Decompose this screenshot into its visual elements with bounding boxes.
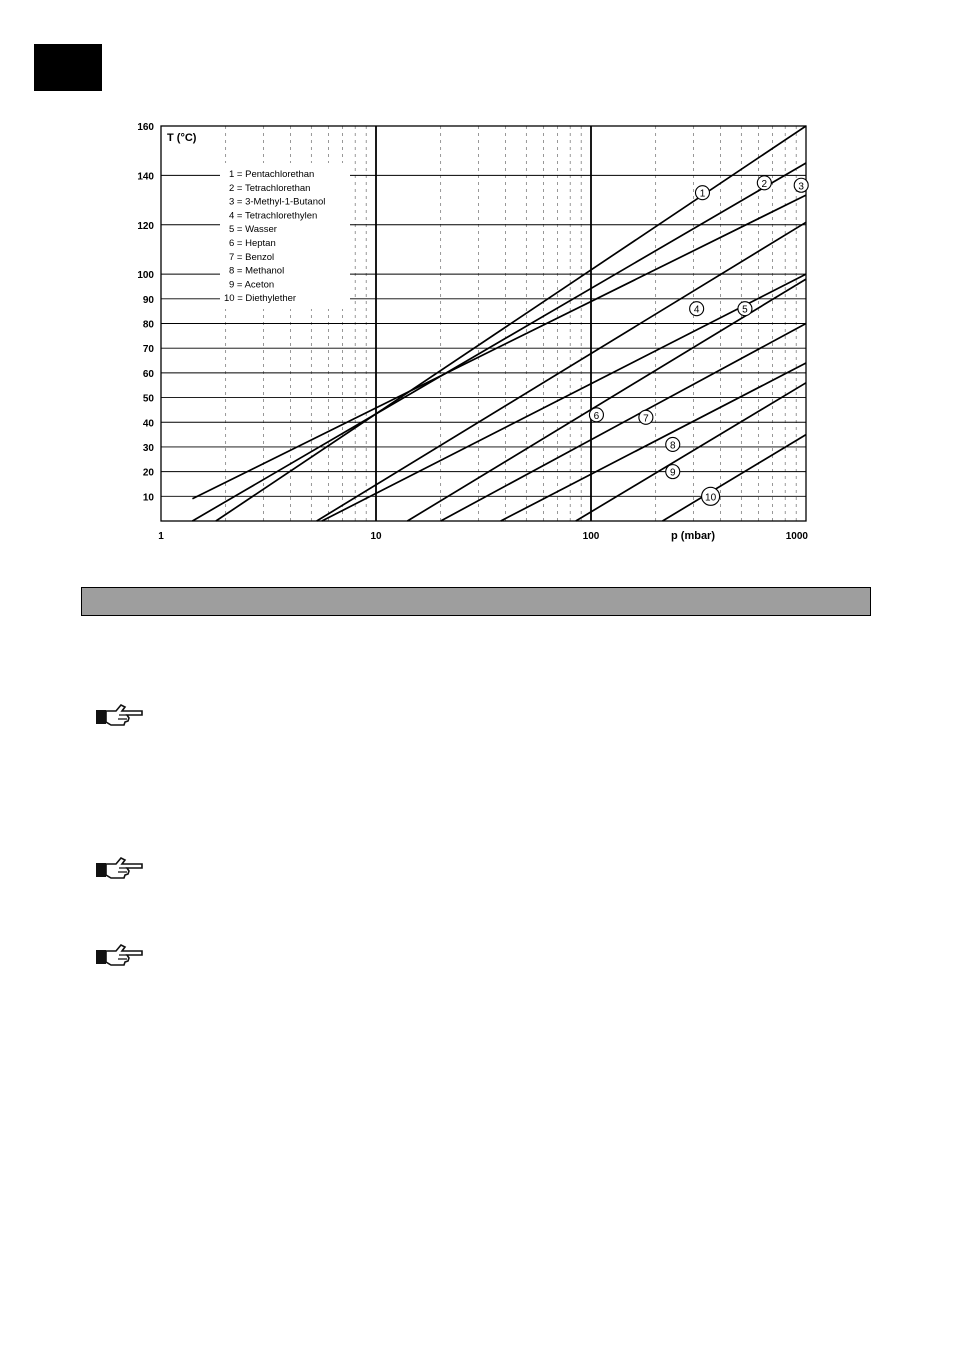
- y-tick-label: 30: [143, 443, 155, 454]
- curve-label-6: 6: [588, 407, 604, 423]
- curve-label-circle: [665, 464, 681, 480]
- pointing-hand-icon: [96, 857, 143, 879]
- curve-label-2: 2: [756, 175, 772, 191]
- curve-label-circle: [638, 409, 654, 425]
- curve-label-5: 5: [737, 301, 753, 317]
- curve-label-text: 2: [762, 179, 768, 190]
- curve-label-10: 10: [701, 486, 721, 506]
- series-line-10: [662, 433, 807, 522]
- section-heading-bar: [81, 587, 871, 616]
- x-tick-label: 1000: [786, 531, 809, 542]
- series-line-8: [500, 362, 807, 522]
- y-tick-label: 140: [137, 171, 154, 182]
- curve-label-circle: [588, 407, 604, 423]
- curve-label-circle: [793, 177, 809, 193]
- curve-label-1: 1: [694, 185, 711, 201]
- legend-entry: 3 = 3-Methyl-1-Butanol: [229, 197, 325, 208]
- series-line-3: [192, 194, 807, 500]
- legend-entry: 10 = Diethylether: [224, 293, 296, 304]
- curve-label-text: 7: [643, 413, 649, 424]
- y-tick-label: 40: [143, 418, 155, 429]
- curve-label-text: 10: [705, 492, 717, 503]
- curve-label-4: 4: [689, 301, 705, 317]
- legend-background: [220, 163, 350, 309]
- legend-entry: 5 = Wasser: [229, 224, 277, 235]
- series-line-2: [191, 162, 807, 522]
- y-tick-label: 10: [143, 492, 155, 503]
- y-tick-label: 160: [137, 122, 154, 133]
- y-axis-label: T (°C): [167, 132, 197, 144]
- curve-label-3: 3: [793, 177, 809, 193]
- curve-label-7: 7: [638, 409, 654, 425]
- y-tick-label: 60: [143, 369, 155, 380]
- series-line-4: [316, 221, 807, 522]
- legend-entry: 2 = Tetrachlorethan: [229, 183, 310, 194]
- y-tick-label: 50: [143, 394, 155, 405]
- series-line-7: [440, 322, 807, 522]
- curve-label-text: 8: [670, 440, 676, 451]
- series-line-6: [406, 278, 807, 522]
- y-tick-label: 70: [143, 344, 155, 355]
- series-line-9: [575, 382, 807, 522]
- chart-svg: 10 20 30 40 50 60 70 80 90 100 120 140 160 1 10 100 1000…: [137, 122, 809, 542]
- legend-entry: 6 = Heptan: [229, 238, 276, 249]
- curve-label-circle: [701, 486, 721, 506]
- x-axis-label: p (mbar): [671, 530, 715, 542]
- plot-frame: [160, 125, 807, 522]
- corner-tab-block: [34, 44, 102, 91]
- legend: 1 = Pentachlorethan 2 = Tetrachlorethan 3 …: [224, 169, 325, 304]
- curve-label-text: 3: [798, 181, 804, 192]
- legend-entry: 9 = Aceton: [229, 279, 274, 290]
- curve-label-text: 6: [594, 411, 600, 422]
- series-layer: [191, 125, 807, 522]
- y-tick-label: 100: [137, 270, 154, 281]
- y-tick-label: 90: [143, 295, 155, 306]
- y-tick-label: 80: [143, 320, 155, 331]
- curve-label-circle: [689, 301, 705, 317]
- series-line-5: [321, 273, 807, 522]
- legend-entry: 8 = Methanol: [229, 266, 284, 277]
- curve-label-circle: [694, 185, 711, 201]
- x-tick-label: 1: [158, 531, 164, 542]
- legend-entry: 4 = Tetrachlorethylen: [229, 210, 317, 221]
- curve-label-text: 1: [700, 189, 706, 200]
- pointing-hand-icon: [96, 704, 143, 726]
- axis-layer: 10 20 30 40 50 60 70 80 90 100 120 140 160 1 10 100 1000: [137, 122, 808, 542]
- legend-entry: 1 = Pentachlorethan: [229, 169, 314, 180]
- curve-label-8: 8: [665, 436, 681, 453]
- pointing-hand-icon: [96, 944, 143, 966]
- y-tick-label: 20: [143, 468, 155, 479]
- curve-label-circle: [737, 301, 753, 317]
- curve-label-circle: [665, 436, 681, 453]
- vapor-pressure-chart: 10 20 30 40 50 60 70 80 90 100 120 140 160 1 10 100 1000…: [0, 0, 954, 560]
- x-tick-label: 100: [583, 531, 600, 542]
- curve-label-text: 5: [742, 305, 748, 316]
- curve-label-text: 9: [670, 468, 676, 479]
- curve-label-circle: [756, 175, 772, 191]
- curve-labels: 1 2 3 4 5 6 7 8 9 10: [588, 175, 809, 506]
- curve-label-9: 9: [665, 464, 681, 480]
- curve-label-text: 4: [694, 305, 700, 316]
- legend-entry: 7 = Benzol: [229, 252, 274, 263]
- y-tick-label: 120: [137, 221, 154, 232]
- x-tick-label: 10: [370, 531, 382, 542]
